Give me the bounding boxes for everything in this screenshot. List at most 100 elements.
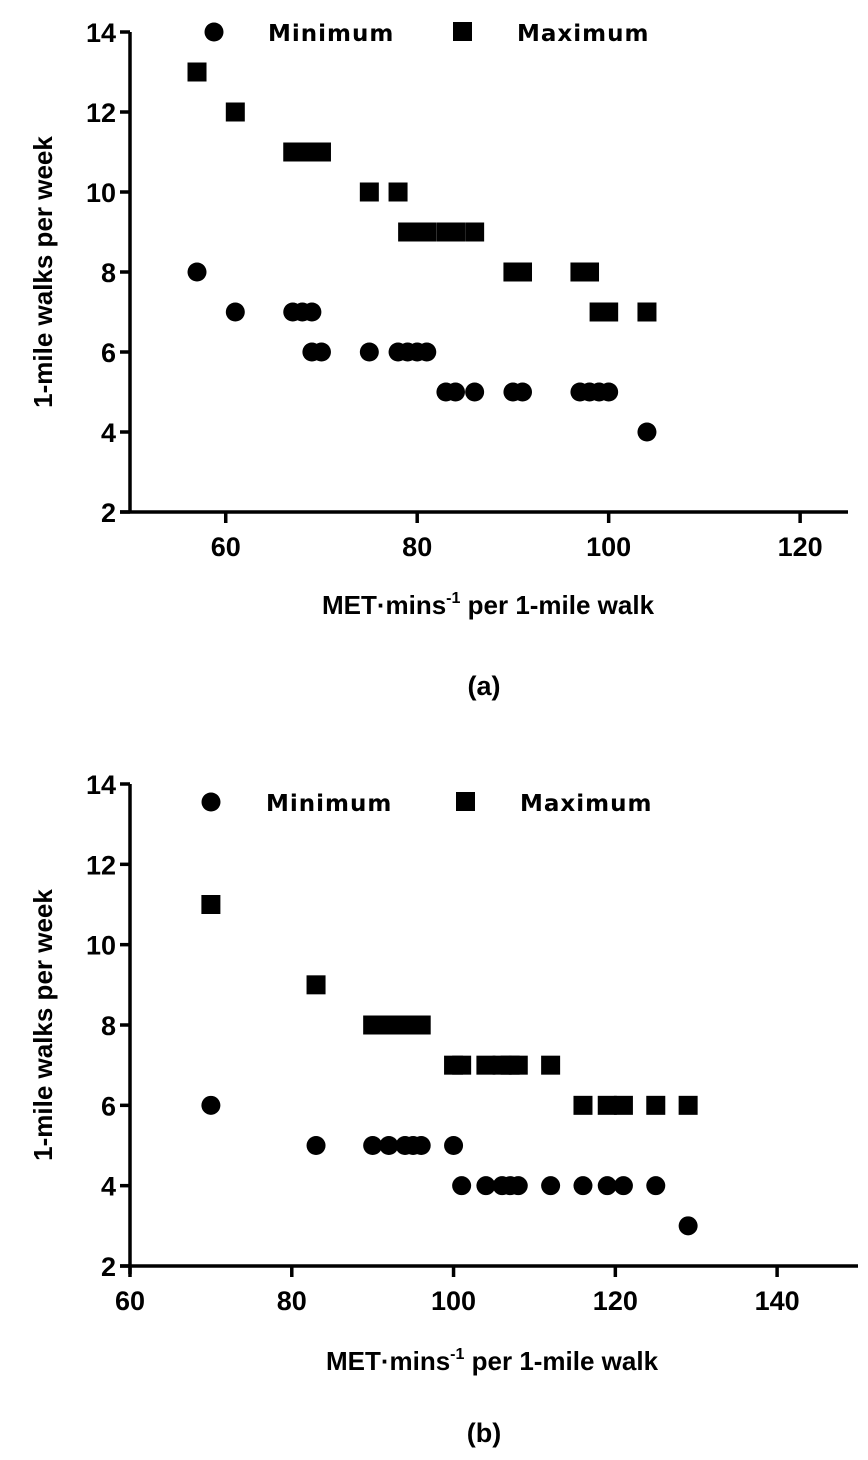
y-tick-label: 14 — [86, 770, 116, 800]
legend-minimum-marker — [201, 792, 221, 812]
y-tick-label: 4 — [101, 418, 116, 448]
panel-caption-a: (a) — [468, 671, 501, 701]
x-tick-label: 60 — [115, 1286, 145, 1316]
data-point-maximum — [445, 222, 465, 242]
y-tick-label: 6 — [101, 1091, 116, 1121]
legend-maximum-marker — [453, 22, 472, 41]
x-tick-label: 120 — [593, 1286, 638, 1316]
y-tick-label: 8 — [101, 258, 116, 288]
data-point-maximum — [465, 222, 485, 242]
data-point-maximum — [411, 1015, 431, 1035]
data-point-minimum — [444, 1136, 464, 1155]
legend-maximum-label: Maximum — [517, 21, 649, 47]
data-point-minimum — [465, 382, 485, 402]
data-point-minimum — [541, 1176, 561, 1196]
y-tick-label: 12 — [86, 98, 116, 128]
x-axis-title: MET·mins-1 per 1-mile walk — [326, 1346, 659, 1376]
data-point-maximum — [573, 1095, 593, 1115]
x-axis-title-superscript: -1 — [446, 590, 460, 607]
chart-panel-a: 2 4 6 8 10 12 14 60 80 100 120 Minimum Maximum 1-m… — [28, 18, 848, 701]
x-tick-label: 100 — [431, 1286, 476, 1316]
data-point-minimum — [363, 1136, 383, 1155]
data-point-maximum — [646, 1095, 666, 1115]
data-point-minimum — [452, 1176, 472, 1196]
data-point-maximum — [201, 895, 221, 914]
data-point-minimum — [359, 342, 379, 362]
data-point-maximum — [225, 102, 245, 122]
y-tick-label: 12 — [86, 850, 116, 880]
x-axis-title-rest: per 1-mile walk — [464, 1346, 658, 1376]
y-tick-label: 2 — [101, 498, 116, 528]
y-tick-label: 2 — [101, 1252, 116, 1282]
data-point-maximum — [476, 1055, 496, 1075]
axes: 2 4 6 8 10 12 14 60 80 100 120 140 — [86, 770, 858, 1316]
legend-minimum-label: Minimum — [266, 791, 392, 817]
data-point-maximum — [637, 302, 657, 322]
x-tick-label: 80 — [402, 532, 432, 562]
x-tick-label: 100 — [586, 532, 631, 562]
y-tick-label: 10 — [86, 178, 116, 208]
y-tick-label: 4 — [101, 1172, 116, 1202]
data-point-minimum — [411, 1136, 431, 1155]
data-points — [187, 62, 657, 442]
legend: Minimum Maximum — [204, 21, 649, 47]
data-point-minimum — [225, 302, 245, 322]
legend-maximum-marker — [456, 792, 475, 811]
data-point-minimum — [613, 1176, 633, 1196]
data-point-maximum — [580, 262, 600, 282]
data-point-minimum — [187, 262, 207, 282]
x-tick-label: 120 — [778, 532, 823, 562]
legend: Minimum Maximum — [201, 791, 652, 817]
data-point-maximum — [597, 1095, 617, 1115]
data-point-minimum — [379, 1136, 399, 1155]
data-point-minimum — [646, 1176, 666, 1196]
data-point-maximum — [678, 1095, 698, 1115]
data-point-maximum — [363, 1015, 383, 1035]
data-point-maximum — [417, 222, 437, 242]
data-points — [201, 895, 698, 1236]
data-point-maximum — [311, 142, 331, 162]
data-point-maximum — [187, 62, 207, 82]
data-point-minimum — [302, 302, 322, 322]
data-point-minimum — [311, 342, 331, 362]
legend-maximum-label: Maximum — [520, 791, 652, 817]
x-axis-title-main: MET·mins — [322, 590, 446, 620]
x-axis-title-superscript: -1 — [450, 1346, 464, 1363]
data-point-maximum — [306, 975, 326, 995]
y-tick-label: 10 — [86, 931, 116, 961]
x-axis-title-rest: per 1-mile walk — [460, 590, 654, 620]
data-point-minimum — [476, 1176, 496, 1196]
data-point-minimum — [417, 342, 437, 362]
y-tick-label: 14 — [86, 18, 116, 48]
data-point-maximum — [359, 182, 379, 202]
panel-caption-b: (b) — [467, 1418, 501, 1448]
data-point-minimum — [637, 422, 657, 442]
x-tick-label: 140 — [755, 1286, 800, 1316]
x-tick-label: 80 — [277, 1286, 307, 1316]
data-point-maximum — [452, 1055, 472, 1075]
y-tick-label: 6 — [101, 338, 116, 368]
data-point-minimum — [597, 1176, 617, 1196]
data-point-minimum — [508, 1176, 528, 1196]
data-point-minimum — [445, 382, 465, 402]
data-point-minimum — [678, 1216, 698, 1236]
x-tick-label: 60 — [211, 532, 241, 562]
data-point-minimum — [201, 1095, 221, 1115]
legend-minimum-marker — [204, 22, 224, 42]
y-axis-title: 1-mile walks per week — [28, 136, 58, 408]
x-axis-title: MET·mins-1 per 1-mile walk — [322, 590, 655, 620]
data-point-maximum — [388, 182, 408, 202]
data-point-minimum — [573, 1176, 593, 1196]
data-point-maximum — [508, 1055, 528, 1075]
data-point-maximum — [541, 1055, 561, 1075]
axes: 2 4 6 8 10 12 14 60 80 100 120 — [86, 18, 848, 562]
data-point-maximum — [379, 1015, 399, 1035]
legend-minimum-label: Minimum — [268, 21, 394, 47]
data-point-minimum — [599, 382, 619, 402]
y-axis-title: 1-mile walks per week — [28, 889, 58, 1161]
data-point-maximum — [599, 302, 619, 322]
data-point-maximum — [513, 262, 533, 282]
data-point-minimum — [513, 382, 533, 402]
